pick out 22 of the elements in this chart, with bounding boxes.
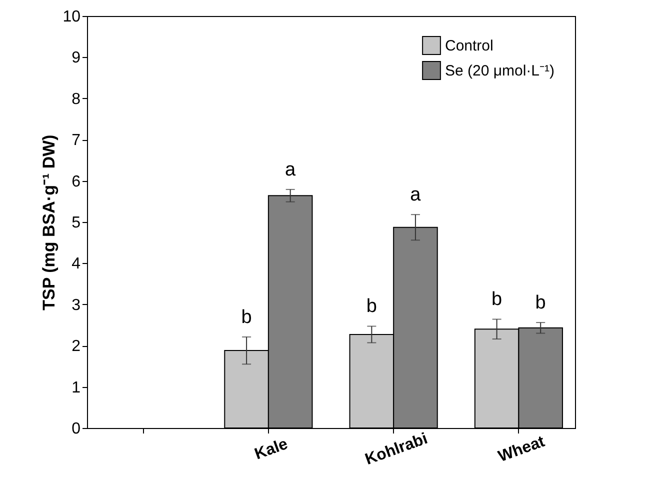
x-tick-label: Wheat: [496, 433, 548, 466]
legend-label: Se (20 μmol·L⁻¹): [445, 62, 555, 80]
y-tick-label: 9: [72, 50, 81, 67]
y-tick-label: 2: [72, 338, 81, 356]
y-axis-title: TSP (mg BSA·g⁻¹ DW): [40, 134, 59, 310]
y-tick-label: 8: [72, 90, 81, 108]
data-label: b: [241, 306, 252, 328]
y-tick-label: 3: [72, 296, 81, 314]
y-tick-label: 7: [72, 132, 81, 150]
y-tick-label: 5: [72, 214, 81, 232]
y-tick-label: 4: [72, 256, 81, 273]
data-label: b: [535, 292, 546, 314]
data-label: b: [492, 289, 502, 310]
x-tick-label: Kale: [252, 436, 290, 464]
data-label: b: [366, 296, 377, 318]
y-tick-label: 1: [72, 379, 81, 396]
y-tick-label: 6: [72, 173, 81, 190]
y-tick-label: 10: [62, 8, 81, 26]
legend-label: Control: [445, 38, 494, 54]
y-tick-label: 0: [72, 420, 81, 438]
data-label: a: [410, 184, 422, 206]
data-label: a: [285, 159, 296, 180]
